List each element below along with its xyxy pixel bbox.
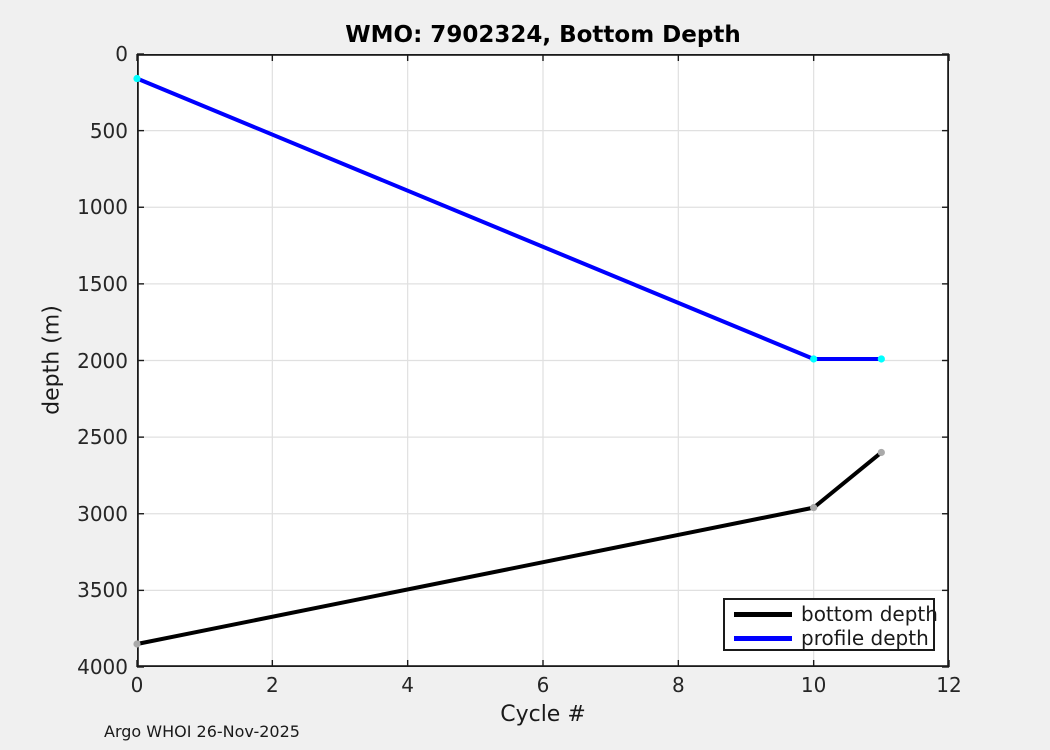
chart-title: WMO: 7902324, Bottom Depth xyxy=(345,22,741,48)
legend-label-bottom-depth: bottom depth xyxy=(801,602,938,626)
x-tick-label: 6 xyxy=(536,673,550,697)
x-tick-label: 2 xyxy=(265,673,279,697)
x-tick-label: 4 xyxy=(401,673,415,697)
y-tick-label: 1000 xyxy=(77,195,128,220)
plot-area xyxy=(133,53,950,668)
y-tick-label: 500 xyxy=(89,118,128,143)
y-tick-labels: 0 500 1000 1500 2000 2500 3000 3500 4000 xyxy=(0,42,128,679)
plot-svg xyxy=(133,53,950,668)
y-tick-label: 4000 xyxy=(77,655,128,679)
y-tick-label: 0 xyxy=(115,42,128,66)
legend: bottom depth profile depth xyxy=(723,598,938,651)
y-tick-label: 3000 xyxy=(77,501,128,526)
y-tick-label: 2000 xyxy=(77,348,128,373)
y-tick-label: 1500 xyxy=(77,271,128,296)
legend-label-profile-depth: profile depth xyxy=(801,626,929,650)
x-tick-label: 8 xyxy=(671,673,685,697)
legend-item-profile-depth: profile depth xyxy=(734,626,929,650)
y-tick-label: 3500 xyxy=(77,578,128,603)
y-axis-label: depth (m) xyxy=(39,305,65,415)
x-tick-labels: 0 2 4 6 8 10 12 xyxy=(131,673,962,699)
legend-line-sample-bottom-depth xyxy=(734,611,792,617)
y-tick-label: 2500 xyxy=(77,425,128,450)
legend-line-sample-profile-depth xyxy=(734,635,792,641)
x-tick-label: 10 xyxy=(800,673,827,697)
legend-item-bottom-depth: bottom depth xyxy=(734,602,938,626)
footer-text: Argo WHOI 26-Nov-2025 xyxy=(104,722,300,741)
x-tick-label: 0 xyxy=(130,673,144,697)
x-tick-label: 12 xyxy=(936,673,962,697)
x-axis-label: Cycle # xyxy=(500,702,586,727)
